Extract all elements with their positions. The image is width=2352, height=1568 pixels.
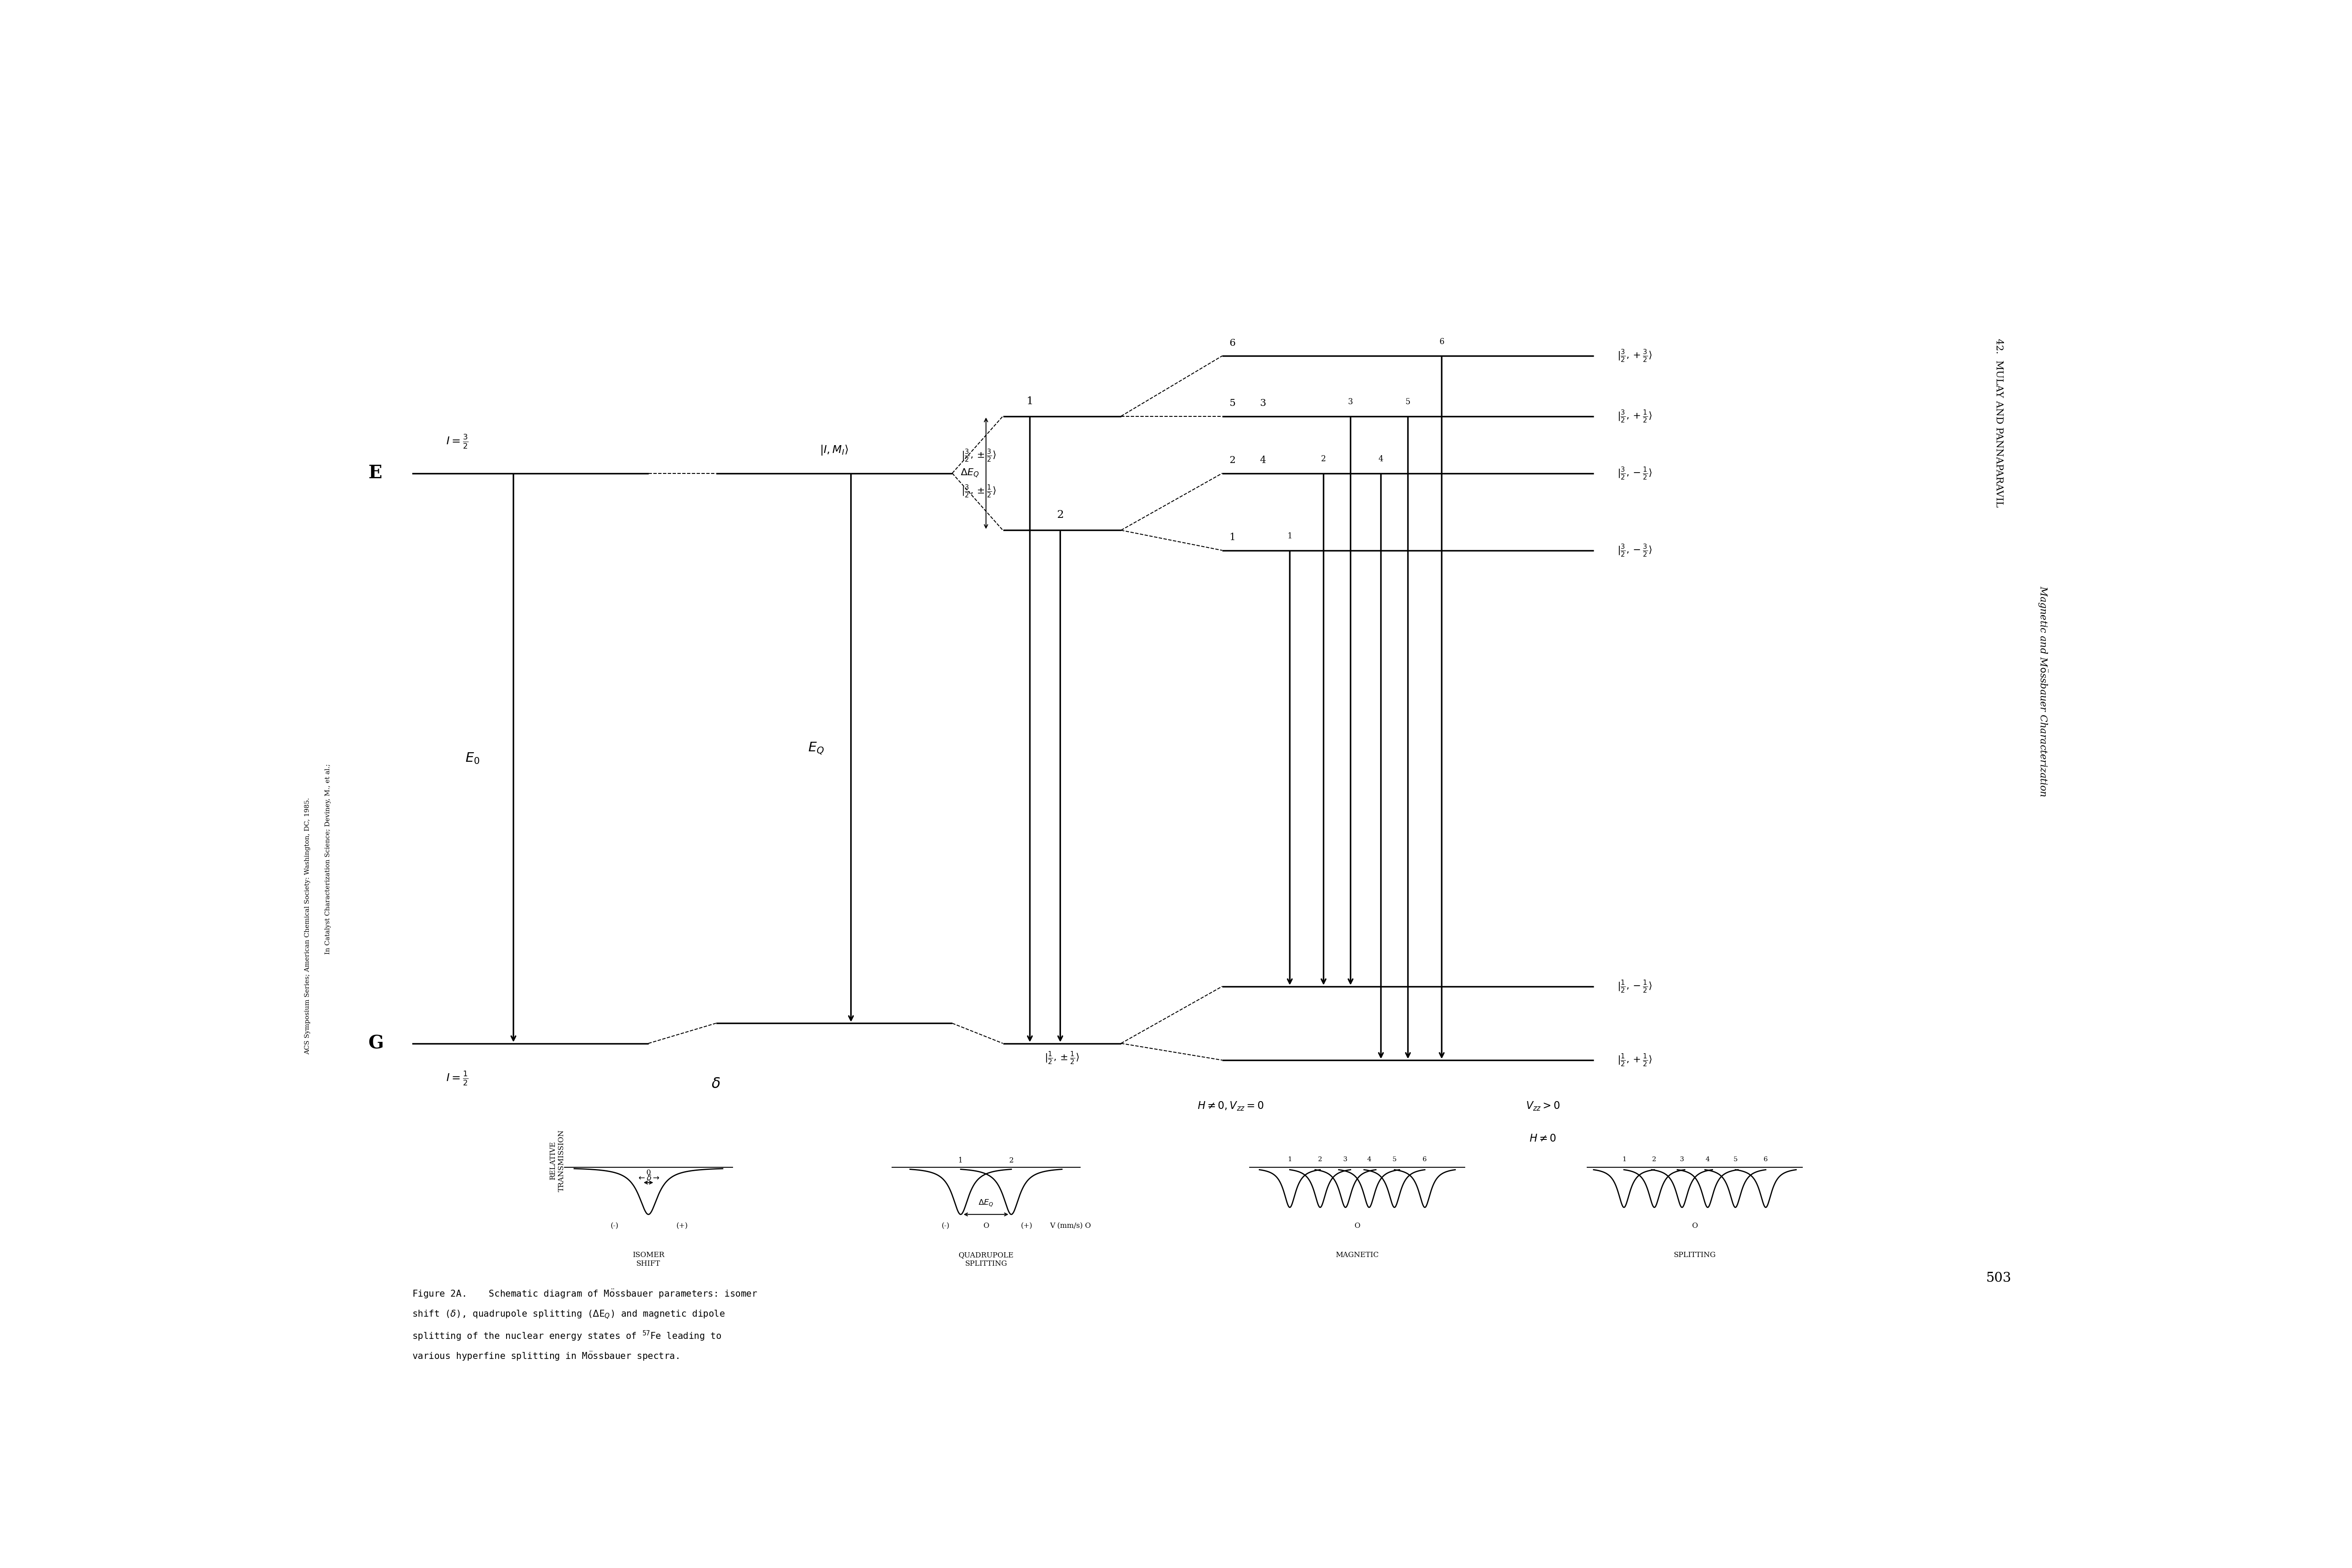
Text: 3: 3 (1348, 398, 1352, 406)
Text: $\Delta E_Q$: $\Delta E_Q$ (978, 1198, 993, 1207)
Text: 2: 2 (1651, 1156, 1656, 1162)
Text: $I=\frac{3}{2}$: $I=\frac{3}{2}$ (447, 433, 468, 450)
Text: $|\frac{3}{2},\pm\frac{1}{2}\rangle$: $|\frac{3}{2},\pm\frac{1}{2}\rangle$ (962, 483, 997, 499)
Text: 2: 2 (1322, 455, 1327, 463)
Text: $I=\frac{1}{2}$: $I=\frac{1}{2}$ (447, 1071, 468, 1087)
Text: ACS Symposium Series; American Chemical Society: Washington, DC, 1985.: ACS Symposium Series; American Chemical … (303, 798, 310, 1054)
Text: 1: 1 (1623, 1156, 1625, 1162)
Text: $E_0$: $E_0$ (466, 751, 480, 765)
Text: 4: 4 (1378, 455, 1383, 463)
Text: 1: 1 (957, 1157, 962, 1163)
Text: G: G (369, 1035, 383, 1052)
Text: 3: 3 (1343, 1156, 1348, 1162)
Text: $|I,M_I\rangle$: $|I,M_I\rangle$ (821, 444, 849, 456)
Text: O: O (1691, 1221, 1698, 1229)
Text: splitting of the nuclear energy states of $^{57}$Fe leading to: splitting of the nuclear energy states o… (412, 1330, 722, 1342)
Text: $|\frac{3}{2},-\frac{3}{2}\rangle$: $|\frac{3}{2},-\frac{3}{2}\rangle$ (1618, 543, 1651, 558)
Text: 1: 1 (1287, 1156, 1291, 1162)
Text: 5: 5 (1392, 1156, 1397, 1162)
Text: RELATIVE
TRANSMISSION: RELATIVE TRANSMISSION (550, 1129, 564, 1192)
Text: 5: 5 (1406, 398, 1411, 406)
Text: V (mm/s) O: V (mm/s) O (1049, 1221, 1091, 1229)
Text: $|\frac{1}{2},\pm\frac{1}{2}\rangle$: $|\frac{1}{2},\pm\frac{1}{2}\rangle$ (1044, 1051, 1080, 1065)
Text: $|\frac{1}{2},+\frac{1}{2}\rangle$: $|\frac{1}{2},+\frac{1}{2}\rangle$ (1618, 1052, 1651, 1068)
Text: SPLITTING: SPLITTING (1675, 1251, 1717, 1259)
Text: (-): (-) (941, 1221, 950, 1229)
Text: ISOMER
SHIFT: ISOMER SHIFT (633, 1251, 663, 1267)
Text: QUADRUPOLE
SPLITTING: QUADRUPOLE SPLITTING (957, 1251, 1014, 1267)
Text: $H\neq 0$: $H\neq 0$ (1529, 1134, 1557, 1145)
Text: Magnetic and M$\rm\ddot{o}$ssbauer Characterization: Magnetic and M$\rm\ddot{o}$ssbauer Chara… (2037, 586, 2049, 797)
Text: $|\frac{3}{2},-\frac{1}{2}\rangle$: $|\frac{3}{2},-\frac{1}{2}\rangle$ (1618, 466, 1651, 481)
Text: $H\neq 0,V_{zz}=0$: $H\neq 0,V_{zz}=0$ (1197, 1101, 1263, 1112)
Text: E: E (369, 464, 381, 483)
Text: 4: 4 (1367, 1156, 1371, 1162)
Text: 6: 6 (1423, 1156, 1428, 1162)
Text: 3: 3 (1261, 398, 1265, 408)
Text: 6: 6 (1764, 1156, 1769, 1162)
Text: shift ($\delta$), quadrupole splitting ($\Delta$E$_Q$) and magnetic dipole: shift ($\delta$), quadrupole splitting (… (412, 1309, 724, 1320)
Text: (+): (+) (1021, 1221, 1033, 1229)
Text: (+): (+) (677, 1221, 689, 1229)
Text: 4: 4 (1261, 456, 1265, 466)
Text: Figure 2A.    Schematic diagram of M$\rm\ddot{o}$ssbauer parameters: isomer: Figure 2A. Schematic diagram of M$\rm\dd… (412, 1289, 757, 1300)
Text: $V_{zz}>0$: $V_{zz}>0$ (1526, 1101, 1559, 1112)
Text: 42.  MULAY AND PANNAPARAVIL: 42. MULAY AND PANNAPARAVIL (1994, 339, 2004, 508)
Text: 6: 6 (1439, 339, 1444, 347)
Text: 6: 6 (1230, 339, 1235, 348)
Text: 2: 2 (1317, 1156, 1322, 1162)
Text: $|\frac{3}{2},+\frac{1}{2}\rangle$: $|\frac{3}{2},+\frac{1}{2}\rangle$ (1618, 409, 1651, 423)
Text: $\Delta E_Q$: $\Delta E_Q$ (960, 467, 978, 478)
Text: 503: 503 (1985, 1272, 2011, 1284)
Text: 0: 0 (647, 1170, 652, 1176)
Text: 2: 2 (1056, 510, 1063, 521)
Text: (-): (-) (612, 1221, 619, 1229)
Text: various hyperfine splitting in M$\rm\ddot{o}$ssbauer spectra.: various hyperfine splitting in M$\rm\ddo… (412, 1350, 680, 1363)
Text: 4: 4 (1705, 1156, 1710, 1162)
Text: 2: 2 (1230, 456, 1235, 466)
Text: In Catalyst Characterization Science; Deviney, M., et al.;: In Catalyst Characterization Science; De… (325, 764, 332, 955)
Text: $\delta$: $\delta$ (710, 1077, 720, 1091)
Text: 1: 1 (1230, 533, 1235, 543)
Text: 2: 2 (1009, 1157, 1014, 1163)
Text: 5: 5 (1733, 1156, 1738, 1162)
Text: 1: 1 (1025, 397, 1033, 406)
Text: MAGNETIC: MAGNETIC (1336, 1251, 1378, 1259)
Text: O: O (983, 1221, 988, 1229)
Text: $\leftarrow\delta\rightarrow$: $\leftarrow\delta\rightarrow$ (637, 1174, 661, 1182)
Text: $E_Q$: $E_Q$ (807, 742, 823, 756)
Text: $|\frac{3}{2},+\frac{3}{2}\rangle$: $|\frac{3}{2},+\frac{3}{2}\rangle$ (1618, 348, 1651, 364)
Text: 1: 1 (1287, 533, 1291, 541)
Text: 5: 5 (1230, 398, 1235, 408)
Text: $|\frac{3}{2},\pm\frac{3}{2}\rangle$: $|\frac{3}{2},\pm\frac{3}{2}\rangle$ (962, 448, 997, 463)
Text: $|\frac{1}{2},-\frac{1}{2}\rangle$: $|\frac{1}{2},-\frac{1}{2}\rangle$ (1618, 978, 1651, 994)
Text: 3: 3 (1679, 1156, 1684, 1162)
Text: O: O (1355, 1221, 1359, 1229)
